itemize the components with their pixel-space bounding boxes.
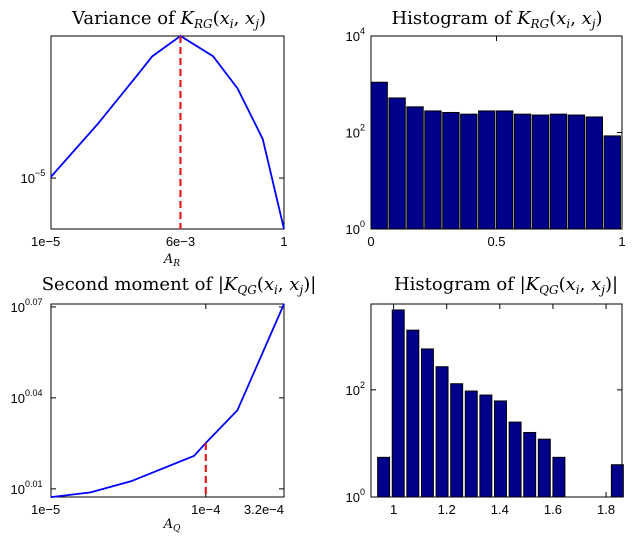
histogram-bar xyxy=(478,110,496,230)
data-point xyxy=(236,87,238,89)
x-tick-label: 1 xyxy=(618,234,625,249)
data-point xyxy=(283,228,285,230)
x-tick-label: 1 xyxy=(280,234,287,249)
data-point xyxy=(283,303,285,305)
panel-title: Second moment of |KQG(xi, xj)| xyxy=(42,274,317,297)
histogram-bar xyxy=(567,114,586,230)
y-tick-label-exponent: −5 xyxy=(35,168,45,178)
panel-histogram-kqg: Histogram of |KQG(xi, xj)| 1 1.2 1.4 1.6 1.8… xyxy=(346,274,624,517)
panel-second-moment-kqg: Second moment of |KQG(xi, xj)| 1e−5 1e−4 3… xyxy=(11,274,317,534)
y-tick-label-base: 10 xyxy=(346,490,360,505)
y-tick-label-exponent: 2 xyxy=(360,123,365,133)
data-point xyxy=(151,55,154,57)
histogram-bar xyxy=(494,400,507,498)
data-point xyxy=(212,55,214,57)
x-tick-label: 1.2 xyxy=(438,502,456,517)
y-tick-label-base: 10 xyxy=(346,126,360,141)
histogram-bar xyxy=(531,114,550,230)
x-tick-label: 1e−4 xyxy=(191,502,220,517)
histogram-bar xyxy=(450,383,464,498)
histogram-bar xyxy=(537,438,551,498)
data-point xyxy=(262,138,264,140)
histogram-bar xyxy=(513,113,532,230)
histogram-bar xyxy=(508,421,522,498)
histogram-bar xyxy=(424,110,442,230)
data-point xyxy=(193,455,195,457)
y-tick-label-exponent: 0.04 xyxy=(25,388,43,398)
histogram-bar xyxy=(370,81,388,230)
data-point xyxy=(97,123,99,125)
histogram-bar xyxy=(464,390,478,498)
y-tick-label-base: 10 xyxy=(346,222,360,237)
x-tick-label: 1e−5 xyxy=(31,234,60,249)
data-point xyxy=(236,409,238,411)
x-tick-label: 1.4 xyxy=(491,502,509,517)
data-point xyxy=(89,491,92,493)
y-tick-label-base: 10 xyxy=(346,29,360,44)
y-tick-label-base: 10 xyxy=(11,391,25,406)
y-tick-label-base: 10 xyxy=(11,482,25,497)
plot-frame xyxy=(50,303,285,498)
series-line xyxy=(50,303,285,499)
y-tick-label-exponent: 0 xyxy=(360,487,365,497)
data-point xyxy=(130,480,132,482)
x-tick-label: 0 xyxy=(367,234,374,249)
histogram-bar xyxy=(610,464,624,498)
data-point xyxy=(50,176,52,178)
panel-title: Histogram of |KQG(xi, xj)| xyxy=(394,274,618,297)
x-tick-label: 1 xyxy=(390,502,397,517)
histogram-bar xyxy=(435,366,449,498)
y-tick-label-base: 10 xyxy=(21,171,35,186)
histogram-bar xyxy=(406,106,424,230)
x-axis-label: AQ xyxy=(163,517,181,534)
panel-variance-krg: Variance of KRG(xi, xj) 1e−5 6e−3 1 10 −5 AR xyxy=(21,8,288,269)
histogram-bar xyxy=(549,113,568,230)
data-point xyxy=(133,78,135,80)
x-tick-label: 6e−3 xyxy=(166,234,195,249)
y-tick-label-exponent: 0.01 xyxy=(25,479,43,489)
y-tick-label-base: 10 xyxy=(346,383,360,398)
x-tick-label: 1.8 xyxy=(597,502,615,517)
x-tick-label: 1e−5 xyxy=(31,502,60,517)
panel-title: Histogram of KRG(xi, xj) xyxy=(391,8,602,31)
y-tick-label-exponent: 2 xyxy=(360,380,365,390)
histogram-bar xyxy=(377,456,391,498)
y-tick-label-base: 10 xyxy=(11,300,25,315)
data-point xyxy=(50,496,52,498)
y-tick-label-exponent: 4 xyxy=(360,26,365,36)
series-line xyxy=(50,34,285,230)
histogram-bar xyxy=(442,111,460,230)
histogram-bar xyxy=(552,456,566,498)
panel-title: Variance of KRG(xi, xj) xyxy=(71,8,266,31)
plot-frame xyxy=(50,35,285,230)
y-tick-label-exponent: 0.07 xyxy=(25,297,43,307)
histogram-bar xyxy=(523,431,537,498)
histogram-bar xyxy=(460,113,478,230)
x-tick-label: 3.2e−4 xyxy=(244,502,284,517)
histogram-bar xyxy=(388,97,406,230)
y-tick-label-exponent: 0 xyxy=(360,219,365,229)
histogram-bar xyxy=(603,135,621,230)
x-tick-label: 1.6 xyxy=(544,502,562,517)
histogram-bar xyxy=(585,116,603,230)
x-axis-label: AR xyxy=(163,252,180,269)
histogram-bar xyxy=(496,110,514,230)
histogram-bar xyxy=(391,309,405,498)
histogram-bar xyxy=(406,329,420,498)
histogram-bar xyxy=(479,394,493,498)
histogram-bar xyxy=(420,348,434,498)
x-tick-label: 0.5 xyxy=(487,234,505,249)
